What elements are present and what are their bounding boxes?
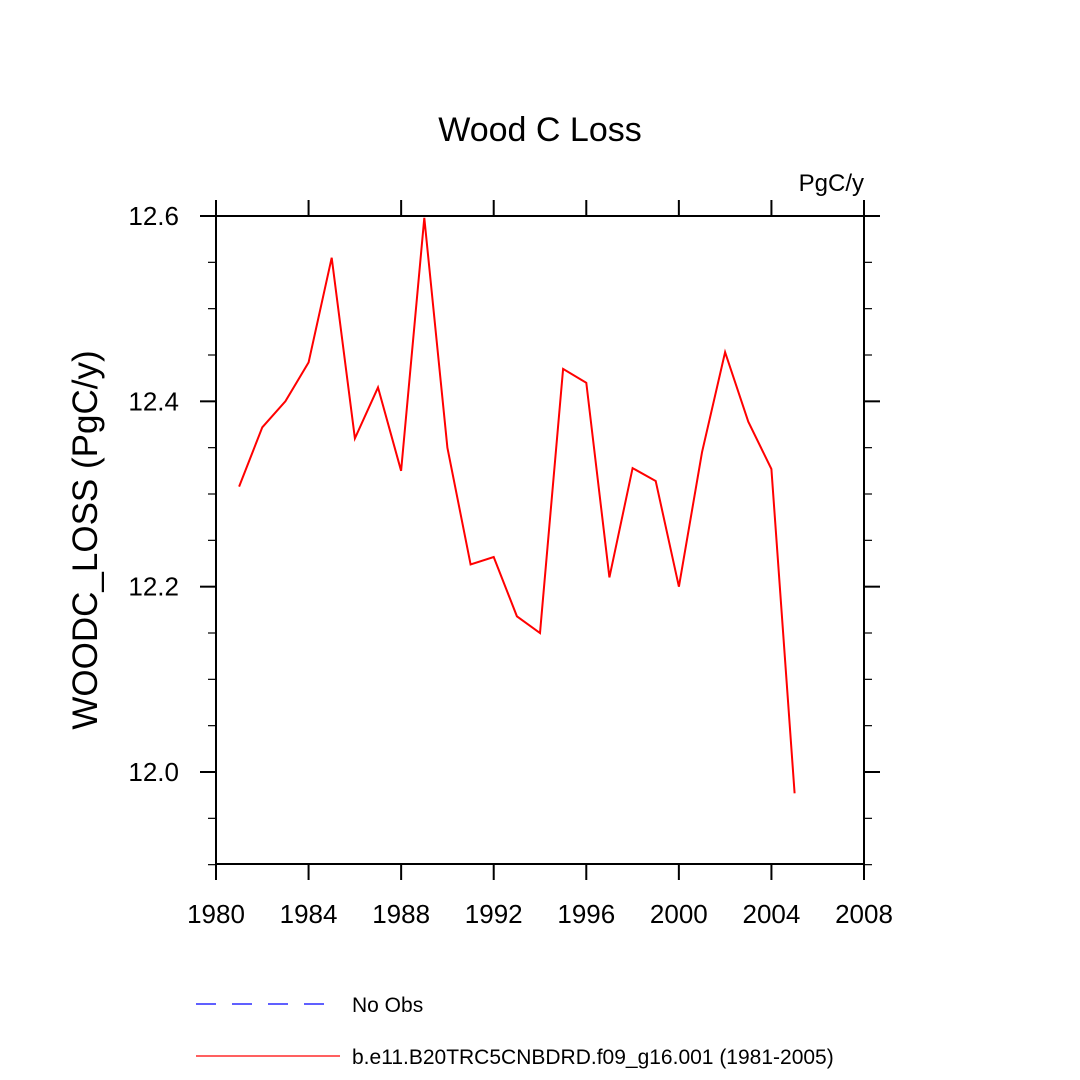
x-tick-label: 1980 [187, 899, 245, 929]
legend: No Obs b.e11.B20TRC5CNBDRD.f09_g16.001 (… [196, 994, 834, 1069]
y-tick-labels: 12.0 12.2 12.4 12.6 [128, 201, 179, 787]
units-label: PgC/y [799, 170, 864, 197]
x-tick-label: 2004 [743, 899, 801, 929]
legend-label-no-obs: No Obs [352, 994, 423, 1017]
x-tick-label: 1992 [465, 899, 523, 929]
plot-frame [215, 215, 865, 865]
y-axis-label: WOODC_LOSS (PgC/y) [66, 350, 105, 729]
legend-label-model: b.e11.B20TRC5CNBDRD.f09_g16.001 (1981-20… [352, 1046, 834, 1069]
chart-title: Wood C Loss [438, 111, 641, 149]
plot-area [238, 217, 796, 794]
y-tick-label: 12.2 [128, 572, 179, 602]
x-tick-label: 1984 [280, 899, 338, 929]
x-tick-label: 1996 [557, 899, 615, 929]
y-tick-label: 12.0 [128, 757, 179, 787]
y-tick-label: 12.6 [128, 201, 179, 231]
series-line [238, 217, 796, 794]
y-tick-label: 12.4 [128, 386, 179, 416]
axis-ticks [200, 200, 880, 880]
x-tick-label: 2008 [835, 899, 893, 929]
x-tick-labels: 1980 1984 1988 1992 1996 2000 2004 2008 [187, 899, 893, 929]
x-tick-label: 2000 [650, 899, 708, 929]
x-tick-label: 1988 [372, 899, 430, 929]
